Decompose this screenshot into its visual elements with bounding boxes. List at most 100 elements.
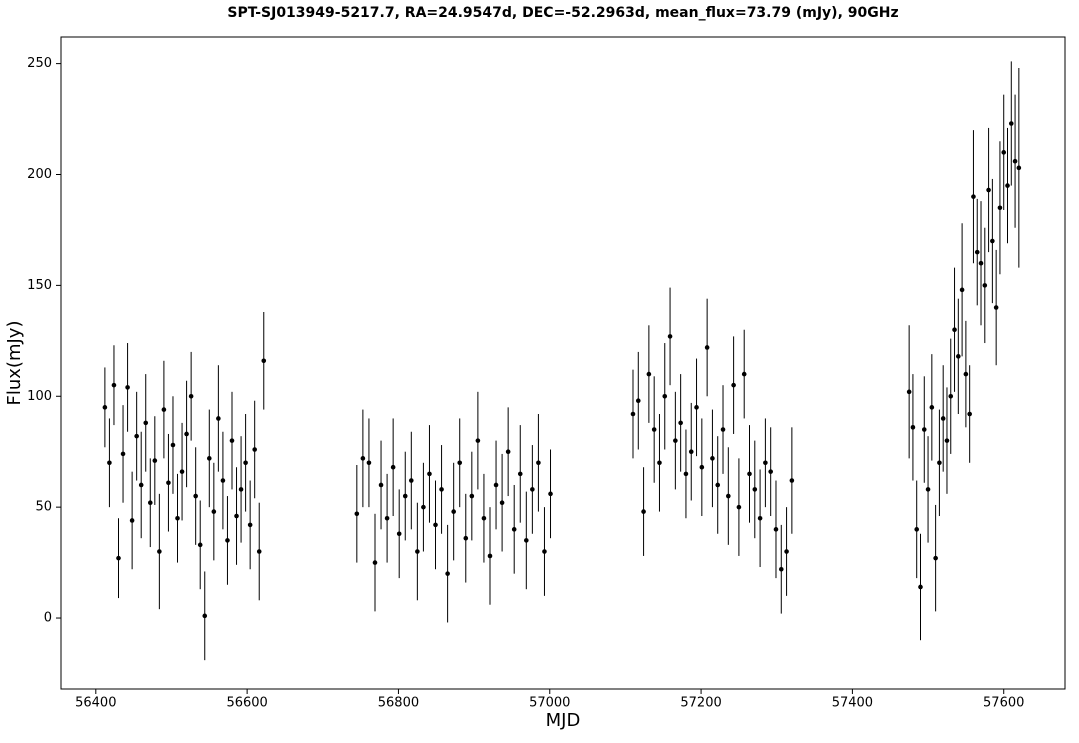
data-point — [993, 305, 999, 310]
data-point — [925, 487, 931, 492]
data-point — [986, 187, 991, 193]
data-point — [499, 500, 505, 506]
data-point — [997, 205, 1003, 211]
data-point — [256, 549, 262, 554]
x-tick-label: 57600 — [983, 696, 1024, 711]
data-point — [673, 438, 678, 443]
data-point — [384, 515, 390, 521]
data-point — [906, 389, 912, 395]
data-point — [524, 538, 529, 543]
x-tick-label: 56400 — [75, 696, 116, 711]
data-point — [396, 531, 402, 537]
data-point — [694, 405, 699, 410]
y-tick-label: 250 — [27, 56, 52, 71]
data-point — [967, 411, 972, 417]
data-point — [409, 478, 414, 483]
data-point — [463, 535, 469, 541]
data-point — [111, 382, 117, 388]
data-point — [390, 464, 396, 470]
data-point — [715, 482, 721, 488]
data-point — [120, 451, 126, 457]
data-point — [107, 460, 112, 466]
data-point — [116, 555, 121, 561]
data-point — [147, 500, 153, 506]
data-point — [193, 493, 198, 499]
data-point — [651, 427, 657, 432]
data-point — [752, 487, 758, 492]
data-point — [134, 433, 139, 439]
data-point — [247, 522, 253, 528]
data-point — [667, 334, 673, 339]
data-point — [102, 405, 108, 410]
data-point — [234, 513, 239, 519]
data-point — [990, 238, 995, 244]
y-tick-label: 150 — [27, 278, 52, 293]
data-point — [166, 480, 171, 486]
plot-frame — [60, 36, 1066, 690]
data-point — [161, 407, 167, 412]
data-point — [747, 471, 752, 477]
data-point — [952, 327, 957, 333]
data-point — [773, 527, 779, 532]
y-axis-label: Flux(mJy) — [4, 321, 25, 406]
data-point — [439, 487, 444, 492]
data-point — [630, 411, 636, 417]
data-point — [188, 393, 194, 399]
data-point — [1008, 121, 1014, 126]
data-point — [216, 416, 221, 421]
data-point — [243, 460, 248, 466]
data-point — [415, 549, 420, 554]
data-point — [1016, 165, 1022, 171]
data-point — [646, 371, 652, 377]
data-point — [366, 460, 372, 466]
data-point — [731, 382, 736, 388]
data-point — [202, 613, 208, 619]
data-point — [252, 447, 257, 452]
data-point — [261, 358, 267, 364]
data-point — [929, 405, 935, 410]
data-point — [475, 438, 481, 443]
data-point — [469, 493, 475, 499]
data-point — [427, 471, 432, 477]
data-point — [505, 449, 511, 455]
data-point — [1001, 150, 1007, 155]
data-point — [910, 425, 916, 430]
data-point — [763, 460, 768, 466]
data-point — [937, 460, 942, 466]
data-point — [641, 509, 646, 514]
data-point — [741, 371, 747, 377]
chart-title: SPT-SJ013949-5217.7, RA=24.9547d, DEC=-5… — [227, 5, 898, 21]
data-point — [678, 420, 683, 426]
data-point — [662, 393, 668, 399]
data-point — [445, 571, 450, 576]
data-point — [704, 345, 710, 350]
data-point — [914, 527, 920, 532]
data-point — [963, 371, 969, 377]
data-point — [933, 555, 938, 561]
data-point — [372, 560, 378, 565]
data-point — [157, 549, 162, 554]
data-point — [1012, 158, 1018, 164]
data-point — [175, 515, 180, 521]
y-tick-label: 50 — [35, 500, 52, 515]
data-point — [184, 431, 189, 437]
data-point — [457, 460, 463, 466]
data-point — [726, 493, 731, 499]
data-point — [354, 511, 360, 517]
data-point — [179, 469, 185, 474]
data-point — [421, 504, 426, 510]
data-point — [982, 283, 988, 288]
data-point — [206, 456, 212, 461]
data-point — [699, 464, 705, 470]
data-point — [635, 398, 641, 404]
data-point — [225, 538, 230, 543]
data-point — [517, 471, 523, 477]
y-tick-label: 0 — [44, 611, 52, 626]
data-point — [720, 427, 726, 432]
data-point — [956, 354, 961, 359]
data-point — [768, 469, 773, 474]
data-point — [238, 487, 244, 492]
data-point — [360, 456, 366, 461]
data-point — [944, 438, 950, 443]
